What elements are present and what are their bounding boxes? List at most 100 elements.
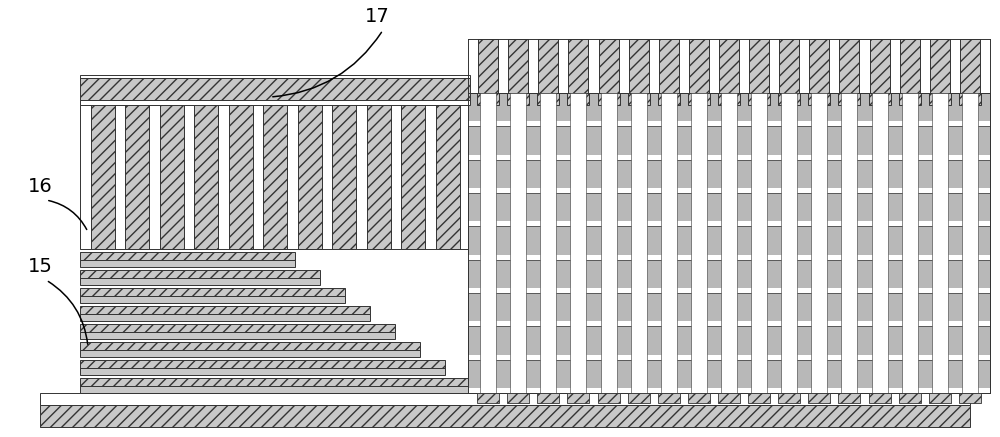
- Bar: [658, 393, 680, 403]
- Bar: [477, 93, 499, 105]
- Bar: [468, 321, 990, 326]
- Bar: [436, 105, 460, 249]
- Bar: [721, 93, 737, 393]
- Bar: [598, 93, 620, 105]
- Bar: [808, 93, 830, 105]
- Bar: [401, 105, 425, 249]
- Bar: [902, 93, 918, 393]
- Bar: [538, 39, 558, 93]
- Bar: [691, 93, 707, 393]
- Bar: [959, 93, 981, 105]
- Bar: [468, 355, 990, 360]
- Bar: [125, 105, 149, 249]
- Bar: [80, 252, 295, 260]
- Bar: [80, 360, 445, 368]
- Bar: [90, 105, 114, 249]
- Bar: [838, 393, 860, 403]
- Bar: [537, 93, 559, 105]
- Bar: [80, 288, 345, 296]
- Bar: [80, 324, 395, 332]
- Bar: [468, 221, 990, 226]
- Bar: [510, 93, 526, 393]
- Bar: [80, 306, 370, 314]
- Bar: [688, 93, 710, 105]
- Bar: [899, 393, 921, 403]
- Bar: [718, 93, 740, 105]
- Bar: [40, 393, 970, 405]
- Bar: [194, 105, 218, 249]
- Bar: [778, 93, 800, 105]
- Bar: [40, 405, 970, 427]
- Bar: [263, 105, 287, 249]
- Bar: [748, 393, 770, 403]
- Bar: [658, 93, 680, 105]
- Bar: [870, 39, 890, 93]
- Bar: [778, 393, 800, 403]
- Text: 16: 16: [28, 177, 53, 196]
- Text: 15: 15: [28, 257, 53, 276]
- Bar: [748, 93, 770, 105]
- Bar: [80, 75, 470, 78]
- Bar: [900, 39, 920, 93]
- Bar: [959, 393, 981, 403]
- Bar: [468, 188, 990, 193]
- Bar: [962, 93, 978, 393]
- Bar: [930, 39, 950, 93]
- Bar: [366, 105, 390, 249]
- Bar: [477, 393, 499, 403]
- Bar: [80, 350, 420, 357]
- Bar: [80, 368, 445, 375]
- Bar: [629, 39, 649, 93]
- Bar: [749, 39, 769, 93]
- Bar: [628, 393, 650, 403]
- Bar: [507, 93, 529, 105]
- Bar: [80, 342, 420, 350]
- Bar: [628, 93, 650, 105]
- Bar: [808, 393, 830, 403]
- Bar: [869, 393, 891, 403]
- Bar: [932, 93, 948, 393]
- Bar: [598, 393, 620, 403]
- Bar: [719, 39, 739, 93]
- Bar: [160, 105, 184, 249]
- Bar: [631, 93, 647, 393]
- Bar: [839, 39, 859, 93]
- Bar: [929, 93, 951, 105]
- Bar: [468, 155, 990, 160]
- Bar: [570, 93, 586, 393]
- Bar: [689, 39, 709, 93]
- Bar: [80, 105, 470, 249]
- Text: 17: 17: [365, 7, 390, 26]
- Bar: [468, 93, 990, 393]
- Bar: [718, 393, 740, 403]
- Bar: [80, 386, 470, 393]
- Bar: [80, 296, 345, 303]
- Bar: [869, 93, 891, 105]
- Bar: [80, 100, 470, 105]
- Bar: [537, 393, 559, 403]
- Bar: [80, 78, 470, 100]
- Bar: [80, 270, 320, 278]
- Bar: [567, 393, 589, 403]
- Bar: [507, 393, 529, 403]
- Bar: [540, 93, 556, 393]
- Bar: [688, 393, 710, 403]
- Bar: [809, 39, 829, 93]
- Bar: [468, 388, 990, 393]
- Bar: [661, 93, 677, 393]
- Bar: [838, 93, 860, 105]
- Bar: [601, 93, 617, 393]
- Bar: [872, 93, 888, 393]
- Bar: [899, 93, 921, 105]
- Bar: [80, 260, 295, 267]
- Bar: [811, 93, 827, 393]
- Bar: [929, 393, 951, 403]
- Bar: [468, 121, 990, 126]
- Bar: [960, 39, 980, 93]
- Bar: [468, 288, 990, 293]
- Bar: [508, 39, 528, 93]
- Bar: [80, 314, 370, 321]
- Bar: [332, 105, 356, 249]
- Bar: [659, 39, 679, 93]
- Bar: [298, 105, 322, 249]
